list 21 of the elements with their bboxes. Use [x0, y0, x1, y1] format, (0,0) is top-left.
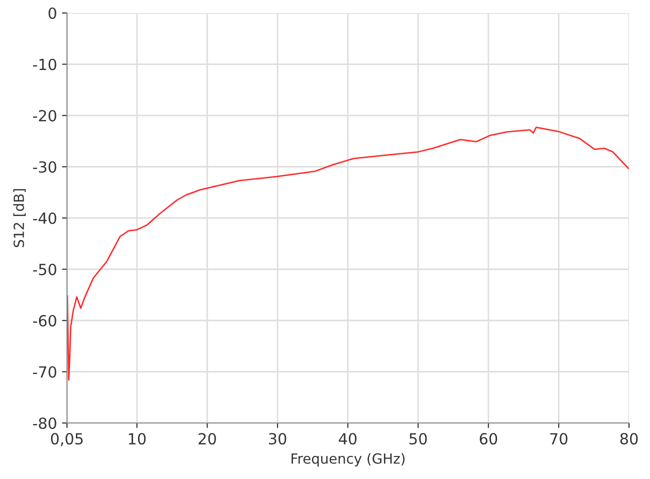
- y-axis-title: S12 [dB]: [13, 189, 26, 248]
- y-tick-label: -70: [33, 366, 56, 378]
- y-tick-label: -40: [33, 212, 56, 224]
- x-tick-label: 10: [128, 432, 146, 445]
- x-tick-label: 80: [620, 432, 638, 445]
- x-tick-label: 0,05: [51, 432, 83, 446]
- y-tick-label: -60: [33, 314, 56, 327]
- x-axis-title: Frequency (GHz): [292, 453, 405, 467]
- x-tick-label: 50: [410, 432, 427, 445]
- y-tick-label: -80: [33, 417, 56, 430]
- x-tick-label: 40: [338, 432, 357, 445]
- line-series: [67, 126, 629, 381]
- x-tick-label: 20: [198, 432, 216, 445]
- y-tick-label: 0: [48, 7, 56, 20]
- x-tick-label: 30: [268, 432, 286, 445]
- y-tick-label: -50: [33, 264, 56, 276]
- x-tick-label: 70: [550, 432, 568, 445]
- y-tick-label: -10: [33, 58, 56, 70]
- x-tick-label: 60: [480, 432, 498, 445]
- y-tick-label: -20: [33, 110, 56, 122]
- y-tick-label: -30: [33, 161, 56, 173]
